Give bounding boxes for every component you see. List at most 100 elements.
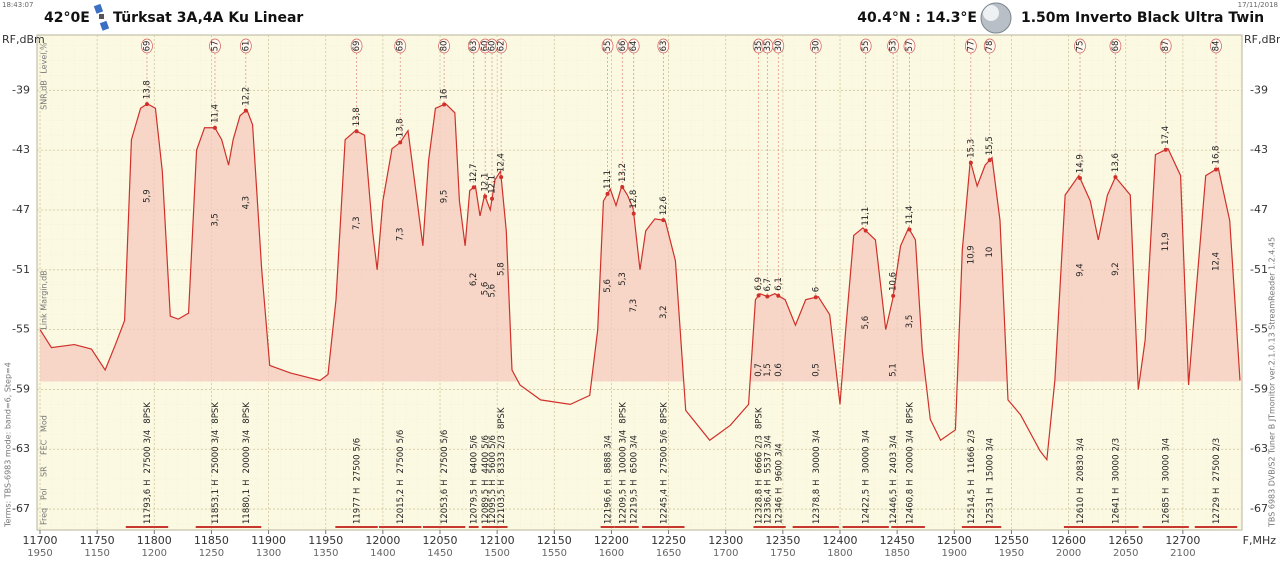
fec: 5/6 bbox=[481, 435, 491, 449]
channel-info: 12089,5 H 4400 5/6 bbox=[481, 435, 491, 524]
margin-label: 3,2 bbox=[659, 305, 669, 319]
y-tick-label: -63 bbox=[12, 442, 30, 455]
x-tick-label: 12300 bbox=[708, 534, 743, 547]
bandwidth-bar bbox=[1092, 526, 1139, 528]
if-tick-label: 1450 bbox=[427, 548, 452, 559]
if-tick-label: 1400 bbox=[370, 548, 395, 559]
bandwidth-bar bbox=[481, 526, 489, 528]
pol: H bbox=[629, 479, 639, 485]
if-tick-label: 1650 bbox=[656, 548, 681, 559]
sr: 4400 bbox=[481, 452, 491, 474]
channel-info: 12346 H 9600 3/4 bbox=[774, 443, 784, 524]
channel-info: 11977 H 27500 5/6 bbox=[352, 438, 362, 524]
if-tick-label: 1350 bbox=[313, 548, 338, 559]
y-tick-label-right: -59 bbox=[1250, 382, 1268, 395]
if-tick-label: 1600 bbox=[599, 548, 624, 559]
if-tick-label: 1700 bbox=[713, 548, 738, 559]
bandwidth-bar bbox=[763, 526, 772, 528]
date: 17/11/2018 bbox=[1238, 1, 1278, 9]
snr-dot bbox=[471, 185, 476, 190]
margin-label: 5,9 bbox=[142, 189, 152, 203]
bandwidth-bar bbox=[494, 526, 508, 528]
spectrum bbox=[39, 103, 1241, 462]
level-label: 66 bbox=[618, 41, 628, 52]
margin-label: 5,6 bbox=[861, 316, 871, 330]
fec: 3/4 bbox=[1076, 438, 1086, 452]
pol: H bbox=[396, 479, 406, 485]
snr-dot bbox=[212, 125, 217, 130]
margin-label: 0,7 bbox=[754, 363, 764, 377]
level-label: 60 bbox=[481, 41, 491, 52]
snr-label: 14,9 bbox=[1076, 154, 1086, 173]
channel-info: 12336,4 H 5537 3/4 bbox=[763, 435, 773, 524]
snr-label: 15,5 bbox=[985, 136, 995, 155]
margin-label: 9,4 bbox=[1076, 263, 1086, 277]
x-tick-label: 12150 bbox=[537, 534, 572, 547]
snr-label: 13,8 bbox=[142, 80, 152, 99]
level-badge bbox=[394, 38, 407, 54]
fec: 2/3 bbox=[754, 435, 764, 449]
bandwidth-bar bbox=[753, 526, 764, 528]
margin-label: 12,4 bbox=[1212, 252, 1222, 271]
level-label: 68 bbox=[1111, 41, 1121, 52]
snr-label: 13,2 bbox=[618, 163, 628, 182]
level-badge bbox=[467, 38, 480, 54]
margin-label: 1,5 bbox=[763, 363, 773, 377]
channel-info: 12460,8 H 20000 3/4 8PSK bbox=[905, 402, 915, 524]
if-tick-label: 2000 bbox=[1056, 548, 1081, 559]
sr: 20830 bbox=[1076, 455, 1086, 482]
snr-dot bbox=[1163, 147, 1168, 152]
margin-label: 7,3 bbox=[629, 299, 639, 313]
snr-dot bbox=[907, 227, 912, 232]
y-tick-label-right: -43 bbox=[1250, 143, 1268, 156]
channel-info: 11880,1 H 20000 3/4 8PSK bbox=[241, 402, 251, 524]
fec: 5/6 bbox=[469, 435, 479, 449]
if-tick-label: 1550 bbox=[542, 548, 567, 559]
x-tick-label: 12250 bbox=[651, 534, 686, 547]
freq: 12196,6 bbox=[603, 489, 613, 524]
level-badge bbox=[657, 38, 670, 54]
y-tick-label: -67 bbox=[12, 502, 30, 515]
snr-dot bbox=[442, 102, 447, 107]
channel-info: 12685 H 30000 3/4 bbox=[1161, 438, 1171, 524]
snr-dot bbox=[1214, 167, 1218, 172]
pol: H bbox=[481, 479, 491, 485]
sr: 8888 bbox=[603, 452, 613, 474]
bandwidth-bar bbox=[978, 526, 1002, 528]
level-badge bbox=[239, 38, 252, 54]
pol: H bbox=[1076, 488, 1086, 494]
level-label: 53 bbox=[889, 41, 899, 52]
freq: 12336,4 bbox=[763, 489, 773, 524]
snr-dot bbox=[605, 191, 610, 196]
mod: 8PSK bbox=[497, 407, 507, 429]
margin-label: 0,6 bbox=[774, 363, 784, 377]
snr-label: 17,4 bbox=[1161, 126, 1171, 145]
mod: 8PSK bbox=[659, 402, 669, 424]
fec: 3/4 bbox=[985, 438, 995, 452]
snr-label: 12,7 bbox=[469, 163, 479, 182]
snr-label: 12,4 bbox=[497, 153, 507, 172]
pol: H bbox=[774, 488, 784, 494]
x-tick-label: 12650 bbox=[1108, 534, 1143, 547]
fec: 2/3 bbox=[497, 435, 507, 449]
freq: 11793,6 bbox=[142, 489, 152, 524]
x-tick-label: 11800 bbox=[137, 534, 172, 547]
sr: 27500 bbox=[1212, 455, 1222, 482]
pol: H bbox=[618, 479, 628, 485]
sr: 27500 bbox=[396, 446, 406, 473]
channel-info: 12514,5 H 11666 2/3 bbox=[966, 430, 976, 524]
if-tick-label: 1150 bbox=[84, 548, 109, 559]
if-tick-label: 1950 bbox=[999, 548, 1024, 559]
level-badge bbox=[350, 38, 363, 54]
terms: Terms: TBS-6983 mode: band=6, Step=4 bbox=[4, 362, 13, 528]
sr: 6666 bbox=[754, 452, 764, 474]
freq: 12422,5 bbox=[861, 489, 871, 524]
snr-label: 13,8 bbox=[396, 118, 406, 137]
pol: H bbox=[985, 488, 995, 494]
fec: 5/6 bbox=[659, 430, 669, 444]
mod: 8PSK bbox=[241, 402, 251, 424]
y-tick-label-right: -63 bbox=[1250, 442, 1268, 455]
x-tick-label: 12000 bbox=[365, 534, 400, 547]
if-tick-label: 1850 bbox=[884, 548, 909, 559]
x-tick-label: 12400 bbox=[823, 534, 858, 547]
